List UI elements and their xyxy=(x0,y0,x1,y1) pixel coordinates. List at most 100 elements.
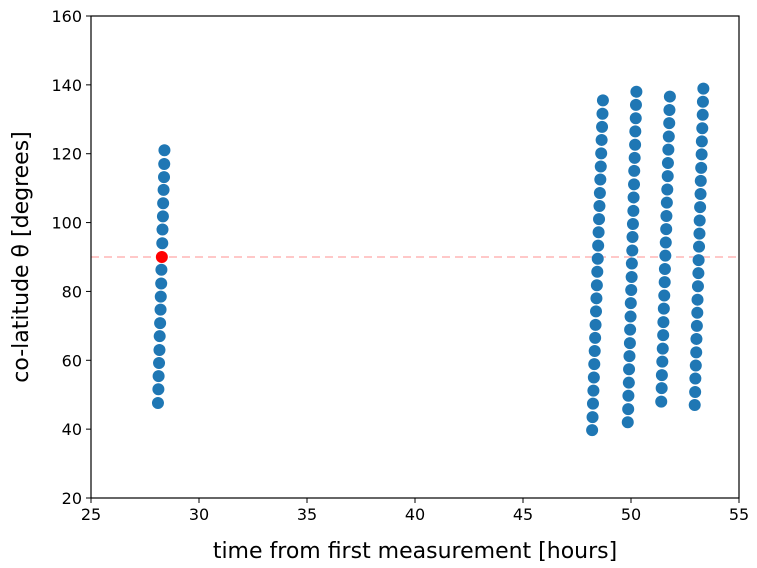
point xyxy=(693,214,706,227)
point xyxy=(595,147,608,160)
point xyxy=(596,107,609,120)
point xyxy=(153,330,166,343)
point xyxy=(591,252,604,265)
point xyxy=(625,257,638,270)
point xyxy=(594,160,607,173)
point xyxy=(152,370,165,383)
point xyxy=(157,197,170,210)
point xyxy=(595,133,608,146)
point xyxy=(696,122,709,135)
point xyxy=(590,305,603,318)
x-tick-label: 55 xyxy=(729,505,749,524)
y-tick-label: 100 xyxy=(51,214,82,233)
point xyxy=(661,170,674,183)
point xyxy=(621,416,634,429)
point xyxy=(629,125,642,138)
point xyxy=(154,290,167,303)
point xyxy=(155,277,168,290)
point xyxy=(693,240,706,253)
point xyxy=(586,397,599,410)
point xyxy=(659,249,672,262)
point xyxy=(626,231,639,244)
point xyxy=(694,174,707,187)
y-axis-label: co-latitude θ [degrees] xyxy=(9,131,34,382)
x-axis-label: time from first measurement [hours] xyxy=(213,539,617,564)
point xyxy=(153,357,166,370)
point xyxy=(688,399,701,412)
point xyxy=(663,117,676,130)
point xyxy=(694,201,707,214)
point xyxy=(628,151,641,164)
point xyxy=(593,186,606,199)
point xyxy=(593,213,606,226)
x-tick-label: 45 xyxy=(513,505,533,524)
point xyxy=(622,389,635,402)
point xyxy=(158,144,171,157)
x-tick-label: 25 xyxy=(81,505,101,524)
point xyxy=(155,263,168,276)
point xyxy=(625,284,638,297)
point xyxy=(591,265,604,278)
point xyxy=(657,316,670,329)
point xyxy=(589,318,602,331)
point xyxy=(596,120,609,133)
point xyxy=(691,306,704,319)
point xyxy=(657,329,670,342)
point xyxy=(586,411,599,424)
point xyxy=(690,319,703,332)
point xyxy=(655,382,668,395)
point xyxy=(623,337,636,350)
point xyxy=(589,331,602,344)
point xyxy=(158,158,171,171)
y-tick-label: 120 xyxy=(51,145,82,164)
point xyxy=(152,383,165,396)
point xyxy=(626,244,639,257)
point xyxy=(596,94,609,107)
point xyxy=(624,297,637,310)
point xyxy=(689,372,702,385)
point xyxy=(660,210,673,223)
point xyxy=(626,217,639,230)
point xyxy=(658,263,671,276)
point xyxy=(624,323,637,336)
point xyxy=(587,384,600,397)
point xyxy=(157,183,170,196)
point xyxy=(656,342,669,355)
point xyxy=(593,200,606,213)
point xyxy=(661,157,674,170)
point xyxy=(696,108,709,121)
point xyxy=(690,346,703,359)
point xyxy=(661,183,674,196)
point xyxy=(628,178,641,191)
point xyxy=(594,173,607,186)
point xyxy=(690,332,703,345)
point xyxy=(696,95,709,108)
point xyxy=(655,369,668,382)
point xyxy=(663,90,676,103)
point xyxy=(590,292,603,305)
point xyxy=(659,236,672,249)
point xyxy=(622,376,635,389)
point xyxy=(155,251,168,263)
y-tick-label: 160 xyxy=(51,7,82,26)
point xyxy=(625,270,638,283)
x-tick-label: 50 xyxy=(621,505,641,524)
point xyxy=(156,210,169,223)
point xyxy=(658,289,671,302)
y-tick-label: 140 xyxy=(51,76,82,95)
y-tick-label: 20 xyxy=(62,489,82,508)
y-tick-label: 60 xyxy=(62,351,82,370)
point xyxy=(587,371,600,384)
x-tick-label: 30 xyxy=(189,505,209,524)
point xyxy=(658,276,671,289)
point xyxy=(153,343,166,356)
point xyxy=(624,310,637,323)
point xyxy=(655,395,668,408)
point xyxy=(154,303,167,316)
point xyxy=(158,171,171,184)
point xyxy=(656,355,669,368)
point xyxy=(695,148,708,161)
point xyxy=(663,103,676,116)
point xyxy=(592,226,605,239)
